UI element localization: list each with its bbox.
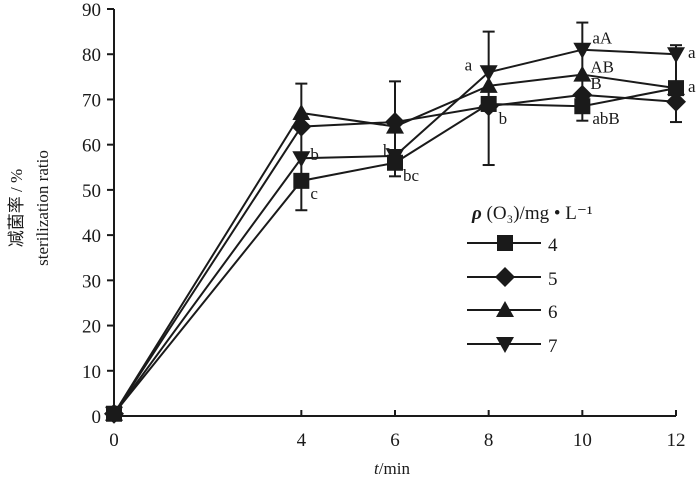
data-point-6 <box>479 76 498 93</box>
series-line-7 <box>113 48 677 415</box>
data-point-6 <box>573 65 592 82</box>
data-point-7 <box>667 47 685 64</box>
legend-item-7: 7 <box>467 336 558 357</box>
x-tick-label: 0 <box>109 430 119 451</box>
y-tick-label: 50 <box>82 181 101 202</box>
data-point-5 <box>478 96 499 117</box>
legend: ρ (O₃)/mg • L⁻¹ 4 5 6 7 <box>467 203 593 357</box>
significance-label: abB <box>592 109 619 128</box>
y-tick-label: 0 <box>92 407 102 428</box>
x-tick-label: 4 <box>297 430 307 451</box>
legend-label: 4 <box>548 235 558 256</box>
significance-label: a <box>465 55 473 74</box>
legend-label: 5 <box>548 269 558 290</box>
data-point-7 <box>386 148 404 165</box>
data-point-6 <box>667 79 685 96</box>
significance-label: b <box>499 109 508 128</box>
y-tick-label: 30 <box>82 271 101 292</box>
data-point-5 <box>291 116 312 137</box>
data-point-5 <box>572 84 593 105</box>
legend-item-4: 4 <box>467 235 558 256</box>
data-point-4 <box>293 172 310 189</box>
legend-marker <box>496 337 514 353</box>
y-tick-label: 40 <box>82 226 101 247</box>
data-point-7 <box>573 42 592 59</box>
significance-label: AB <box>590 58 614 77</box>
data-point-7 <box>105 406 123 423</box>
data-point-7 <box>479 65 498 82</box>
legend-marker <box>495 267 515 287</box>
y-tick-label: 70 <box>82 90 101 111</box>
significance-label: aA <box>592 29 613 48</box>
y-axis-title-en: sterilization ratio <box>33 150 52 266</box>
x-tick-label: 8 <box>484 430 494 451</box>
y-tick-label: 90 <box>82 0 101 21</box>
significance-label: B <box>590 74 601 93</box>
y-tick-label: 20 <box>82 317 101 338</box>
legend-title-rest: (O₃)/mg • L⁻¹ <box>482 203 593 224</box>
data-point-5 <box>666 91 686 112</box>
y-axis-title-cn: 减菌率 / % <box>7 169 26 247</box>
significance-label: b <box>310 145 319 164</box>
x-axis-title: t/min <box>374 459 410 478</box>
legend-marker <box>497 235 513 251</box>
series-line-6 <box>113 73 677 415</box>
legend-item-6: 6 <box>467 301 558 323</box>
series-markers <box>104 42 686 424</box>
series-lines <box>113 48 677 415</box>
significance-label: a <box>688 43 696 62</box>
legend-item-5: 5 <box>467 267 558 290</box>
significance-label: c <box>310 184 318 203</box>
y-tick-label: 10 <box>82 362 101 383</box>
significance-label: a <box>688 77 696 96</box>
data-point-4 <box>574 98 591 115</box>
legend-label: 6 <box>548 302 558 323</box>
legend-marker <box>496 301 514 317</box>
data-point-7 <box>292 151 311 168</box>
significance-label: b <box>383 141 392 160</box>
y-tick-label: 60 <box>82 136 101 157</box>
significance-label: bc <box>403 166 420 185</box>
x-tick-label: 12 <box>667 430 686 451</box>
data-point-6 <box>292 104 311 121</box>
legend-title: ρ (O₃)/mg • L⁻¹ <box>471 203 593 224</box>
legend-label: 7 <box>548 336 558 357</box>
x-axis-title-var: t <box>374 459 380 478</box>
series-line-4 <box>113 87 677 415</box>
y-tick-label: 80 <box>82 45 101 66</box>
x-axis-title-unit: /min <box>379 459 411 478</box>
legend-title-rho: ρ <box>471 203 482 224</box>
x-tick-label: 6 <box>390 430 400 451</box>
data-point-6 <box>386 117 404 134</box>
x-tick-label: 10 <box>573 430 592 451</box>
